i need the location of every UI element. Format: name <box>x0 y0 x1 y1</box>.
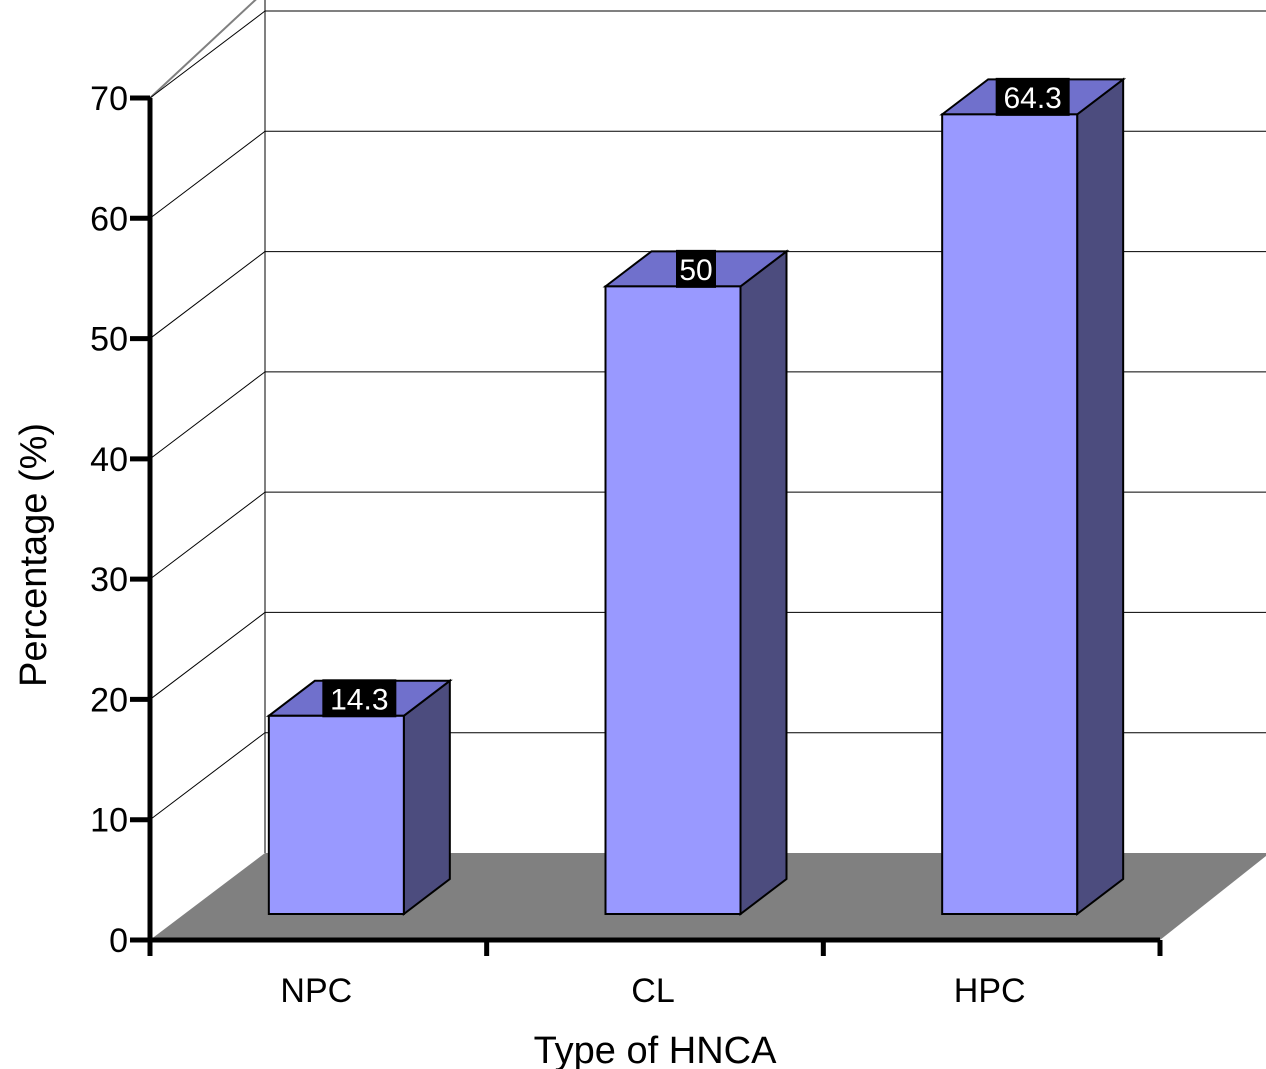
y-tick-label: 50 <box>90 321 128 359</box>
axes <box>130 95 1163 956</box>
gridline-side <box>149 10 266 99</box>
data-label-bg <box>322 679 397 718</box>
y-tick-label: 20 <box>90 681 128 719</box>
y-tick-label: 0 <box>109 922 128 960</box>
gridline-side <box>149 130 266 219</box>
data-label-bg <box>676 249 716 288</box>
y-tick-label: 10 <box>90 802 128 840</box>
y-tick-label: 70 <box>90 80 128 118</box>
bar-cl <box>602 249 790 917</box>
chart-walls <box>149 0 266 853</box>
bar-hpc <box>939 77 1127 917</box>
bar-npc <box>265 678 453 917</box>
data-label: 64.3 <box>1003 82 1061 115</box>
x-tick-label: HPC <box>954 972 1026 1010</box>
data-labels: 14.3 50 64.3 <box>322 77 1070 718</box>
side-wall-top-edge <box>149 0 257 99</box>
bar-side <box>402 678 451 917</box>
gridline-side <box>149 612 266 700</box>
gridline-side <box>149 491 266 580</box>
y-axis-title: Percentage (%) <box>13 423 55 687</box>
y-tick-label: 40 <box>90 441 128 479</box>
bar-side <box>739 249 788 917</box>
bars <box>265 77 1127 917</box>
gridline-side <box>149 732 266 821</box>
y-tick-labels: 0 10 20 30 40 50 60 70 <box>90 80 128 960</box>
bar-front <box>941 113 1079 915</box>
y-tick-label: 60 <box>90 200 128 238</box>
y-tick-label: 30 <box>90 561 128 599</box>
x-tick-label: NPC <box>280 972 352 1010</box>
data-label: 50 <box>679 254 712 287</box>
x-tick-label: CL <box>631 972 674 1010</box>
bar-front <box>604 285 742 916</box>
x-tick-labels: NPC CL HPC <box>280 972 1025 1010</box>
bar-side <box>1076 77 1125 917</box>
data-label: 14.3 <box>330 683 388 716</box>
x-axis-title: Type of HNCA <box>534 1030 778 1069</box>
bar-front <box>267 714 405 916</box>
gridline-side <box>149 251 266 339</box>
data-label-bg <box>995 77 1070 116</box>
gridline-side <box>149 371 266 460</box>
